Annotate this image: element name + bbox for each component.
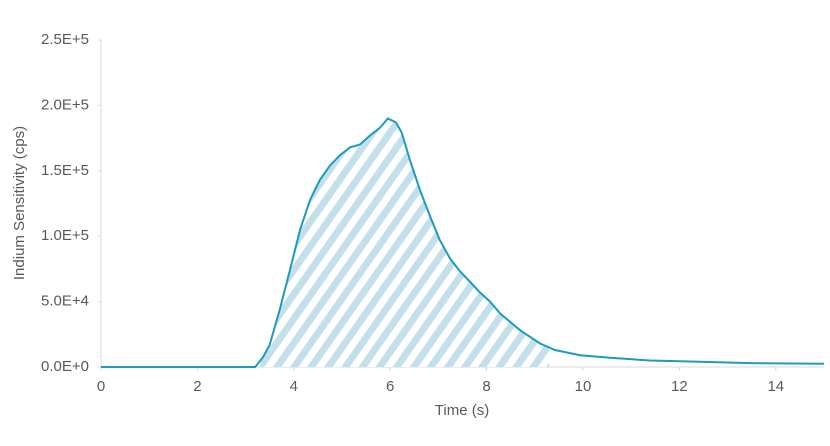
y-tick-label: 2.0E+5 — [41, 96, 89, 113]
x-tick-label: 10 — [575, 378, 592, 395]
y-tick-label: 2.5E+5 — [41, 31, 89, 48]
x-tick-label: 2 — [193, 378, 201, 395]
y-tick-label: 5.0E+4 — [41, 293, 89, 310]
x-tick-label: 6 — [386, 378, 394, 395]
x-tick-label: 8 — [482, 378, 490, 395]
y-axis-label: Indium Sensitivity (cps) — [11, 126, 28, 280]
x-axis-label: Time (s) — [435, 402, 489, 419]
y-tick-label: 0.0E+0 — [41, 358, 89, 375]
x-tick-label: 0 — [97, 378, 105, 395]
shaded-area — [260, 118, 550, 367]
line — [101, 117, 825, 368]
y-tick-label: 1.5E+5 — [41, 162, 89, 179]
x-tick-label: 14 — [767, 378, 784, 395]
x-tick-label: 4 — [290, 378, 298, 395]
y-tick-label: 1.0E+5 — [41, 227, 89, 244]
x-tick-label: 12 — [671, 378, 688, 395]
